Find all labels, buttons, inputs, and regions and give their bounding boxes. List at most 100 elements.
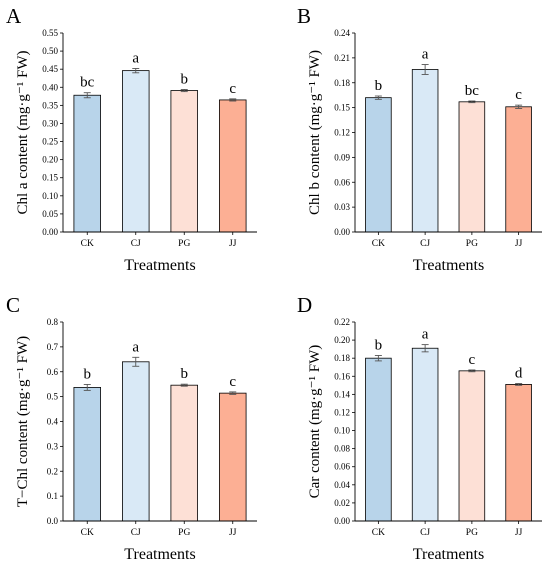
significance-letter: c xyxy=(229,81,236,97)
significance-letter: b xyxy=(181,71,189,87)
significance-letter: b xyxy=(375,337,383,353)
x-tick-label: JJ xyxy=(515,239,523,249)
significance-letter: c xyxy=(229,374,236,390)
significance-letter: d xyxy=(515,366,523,382)
y-tick-label: 0.20 xyxy=(42,155,58,165)
x-tick-label: CJ xyxy=(420,528,430,538)
y-tick-label: 0.09 xyxy=(334,152,350,162)
y-tick-label: 0.5 xyxy=(47,392,59,402)
y-tick-label: 0.4 xyxy=(47,417,59,427)
y-tick-label: 0.15 xyxy=(334,103,350,113)
bar-ck xyxy=(365,97,392,233)
y-tick-label: 0.00 xyxy=(334,227,350,237)
y-tick-label: 0.06 xyxy=(334,462,350,472)
bar-ck xyxy=(365,357,392,522)
panel-b: Bb CK a CJ bc PG c JJ 0.00 0.03 0.06 0.09 0.12 0.15 0.… xyxy=(297,4,542,274)
y-tick-label: 0.7 xyxy=(47,342,59,352)
y-tick-label: 0.05 xyxy=(42,209,58,219)
y-tick-label: 0.10 xyxy=(42,191,58,201)
y-tick-label: 0.16 xyxy=(334,371,350,381)
y-tick-label: 0.50 xyxy=(42,46,58,56)
bar-cj xyxy=(411,347,439,522)
y-tick-label: 0.55 xyxy=(42,28,58,38)
bar-jj xyxy=(219,99,247,233)
x-tick-label: JJ xyxy=(229,528,237,538)
y-tick-label: 0.14 xyxy=(334,389,350,399)
significance-letter: a xyxy=(422,47,429,63)
bar-jj xyxy=(505,106,532,233)
panel-label: A xyxy=(6,4,22,28)
y-axis-title: Chl b content (mg·g⁻¹ FW) xyxy=(307,50,323,215)
y-tick-label: 0.03 xyxy=(334,202,350,212)
bar-cj xyxy=(411,69,439,233)
panel-d: Db CK a CJ c PG d JJ 0.00 0.02 0.04 0.06 0.08 0.10 0.1… xyxy=(297,293,542,563)
x-tick-label: PG xyxy=(466,528,478,538)
y-tick-label: 0.45 xyxy=(42,64,58,74)
significance-letter: b xyxy=(375,78,383,94)
bar-pg xyxy=(170,90,198,233)
significance-letter: c xyxy=(469,352,476,368)
y-tick-label: 0.00 xyxy=(334,516,350,526)
x-tick-label: CJ xyxy=(131,239,141,249)
y-tick-label: 0.15 xyxy=(42,173,58,183)
panel-c: Cb CK a CJ b PG c JJ 0.0 0.1 0.2 0.3 0.4 0.5 0.6 0.7 0.8… xyxy=(6,293,257,563)
significance-letter: bc xyxy=(465,83,480,99)
panel-label: B xyxy=(297,4,311,28)
panel-a: Abc CK a CJ b PG c JJ 0.00 0.05 0.10 0.15 0.20 0.25 0.… xyxy=(6,4,257,274)
y-tick-label: 0.02 xyxy=(334,498,350,508)
y-tick-label: 0.12 xyxy=(334,407,350,417)
y-axis-title: Car content (mg·g⁻¹ FW) xyxy=(307,345,323,499)
y-tick-label: 0.25 xyxy=(42,137,58,147)
bar-ck xyxy=(73,387,101,522)
y-tick-label: 0.0 xyxy=(47,516,59,526)
x-tick-label: CJ xyxy=(131,528,141,538)
y-tick-label: 0.06 xyxy=(334,177,350,187)
x-axis-title: Treatments xyxy=(124,257,195,274)
significance-letter: a xyxy=(132,339,139,355)
bar-ck xyxy=(73,94,101,233)
significance-letter: bc xyxy=(80,75,95,91)
significance-letter: a xyxy=(132,50,139,66)
y-tick-label: 0.1 xyxy=(47,491,58,501)
bar-cj xyxy=(122,70,150,233)
bar-pg xyxy=(458,101,486,233)
y-tick-label: 0.8 xyxy=(47,317,59,327)
significance-letter: b xyxy=(181,366,189,382)
y-tick-label: 0.00 xyxy=(42,227,58,237)
x-tick-label: CK xyxy=(372,239,385,249)
y-tick-label: 0.6 xyxy=(47,367,59,377)
x-tick-label: JJ xyxy=(515,528,523,538)
y-tick-label: 0.18 xyxy=(334,353,350,363)
y-tick-label: 0.04 xyxy=(334,480,350,490)
x-tick-label: PG xyxy=(466,239,478,249)
x-tick-label: CK xyxy=(372,528,385,538)
x-axis-title: Treatments xyxy=(413,546,484,563)
y-tick-label: 0.24 xyxy=(334,28,350,38)
significance-letter: c xyxy=(515,87,522,103)
x-tick-label: JJ xyxy=(229,239,237,249)
bar-jj xyxy=(219,392,247,522)
y-tick-label: 0.10 xyxy=(334,426,350,436)
y-tick-label: 0.3 xyxy=(47,441,59,451)
y-tick-label: 0.20 xyxy=(334,335,350,345)
panel-label: D xyxy=(297,293,312,317)
panel-label: C xyxy=(6,293,20,317)
x-tick-label: CK xyxy=(81,528,94,538)
x-axis-title: Treatments xyxy=(413,257,484,274)
y-axis-title: Chl a content (mg·g⁻¹ FW) xyxy=(15,50,31,214)
y-tick-label: 0.12 xyxy=(334,128,350,138)
x-tick-label: PG xyxy=(178,239,190,249)
y-tick-label: 0.35 xyxy=(42,100,58,110)
x-tick-label: PG xyxy=(178,528,190,538)
y-tick-label: 0.18 xyxy=(334,78,350,88)
y-axis-title: T−Chl content (mg·g⁻¹ FW) xyxy=(15,336,31,507)
x-tick-label: CJ xyxy=(420,239,430,249)
bar-pg xyxy=(458,370,486,522)
significance-letter: a xyxy=(422,327,429,343)
y-tick-label: 0.08 xyxy=(334,444,350,454)
y-tick-label: 0.21 xyxy=(334,53,350,63)
y-tick-label: 0.40 xyxy=(42,82,58,92)
y-tick-label: 0.30 xyxy=(42,118,58,128)
significance-letter: b xyxy=(84,366,92,382)
